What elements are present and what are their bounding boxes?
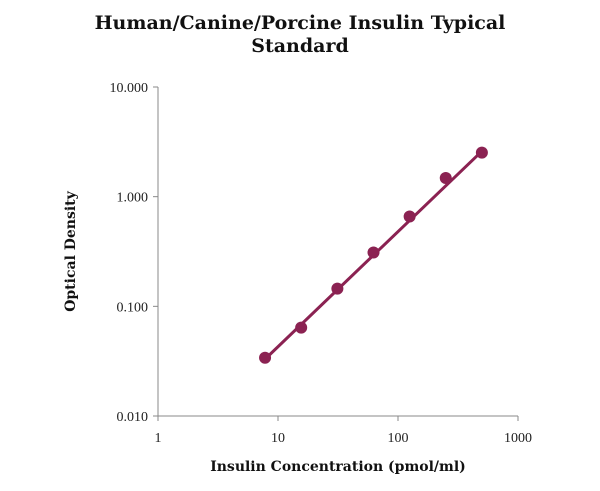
x-tick-label: 1000 [504, 431, 532, 446]
x-ticks: 1 10 100 1000 [155, 416, 532, 446]
data-point [403, 210, 416, 223]
data-point [367, 246, 380, 259]
y-tick-label: 10.000 [110, 81, 149, 96]
data-point [331, 282, 344, 295]
data-points [259, 146, 488, 364]
chart-title-line-2: Standard [251, 35, 349, 57]
axes [157, 87, 518, 417]
x-tick-label: 1 [155, 431, 162, 446]
y-ticks: 0.010 0.100 1.000 10.000 [110, 81, 158, 425]
y-tick-label: 1.000 [117, 191, 149, 206]
x-tick-label: 10 [271, 431, 285, 446]
y-tick-label: 0.010 [117, 410, 149, 425]
y-tick-label: 0.100 [117, 300, 149, 315]
data-point [475, 146, 488, 159]
chart-title: Human/Canine/Porcine Insulin Typical Sta… [0, 12, 600, 58]
data-point [439, 171, 452, 184]
data-point [295, 321, 308, 334]
data-point [259, 351, 272, 364]
x-axis-title: Insulin Concentration (pmol/ml) [210, 459, 466, 475]
x-tick-label: 100 [388, 431, 409, 446]
chart-title-line-1: Human/Canine/Porcine Insulin Typical [94, 12, 506, 34]
y-axis-title: Optical Density [63, 190, 79, 311]
